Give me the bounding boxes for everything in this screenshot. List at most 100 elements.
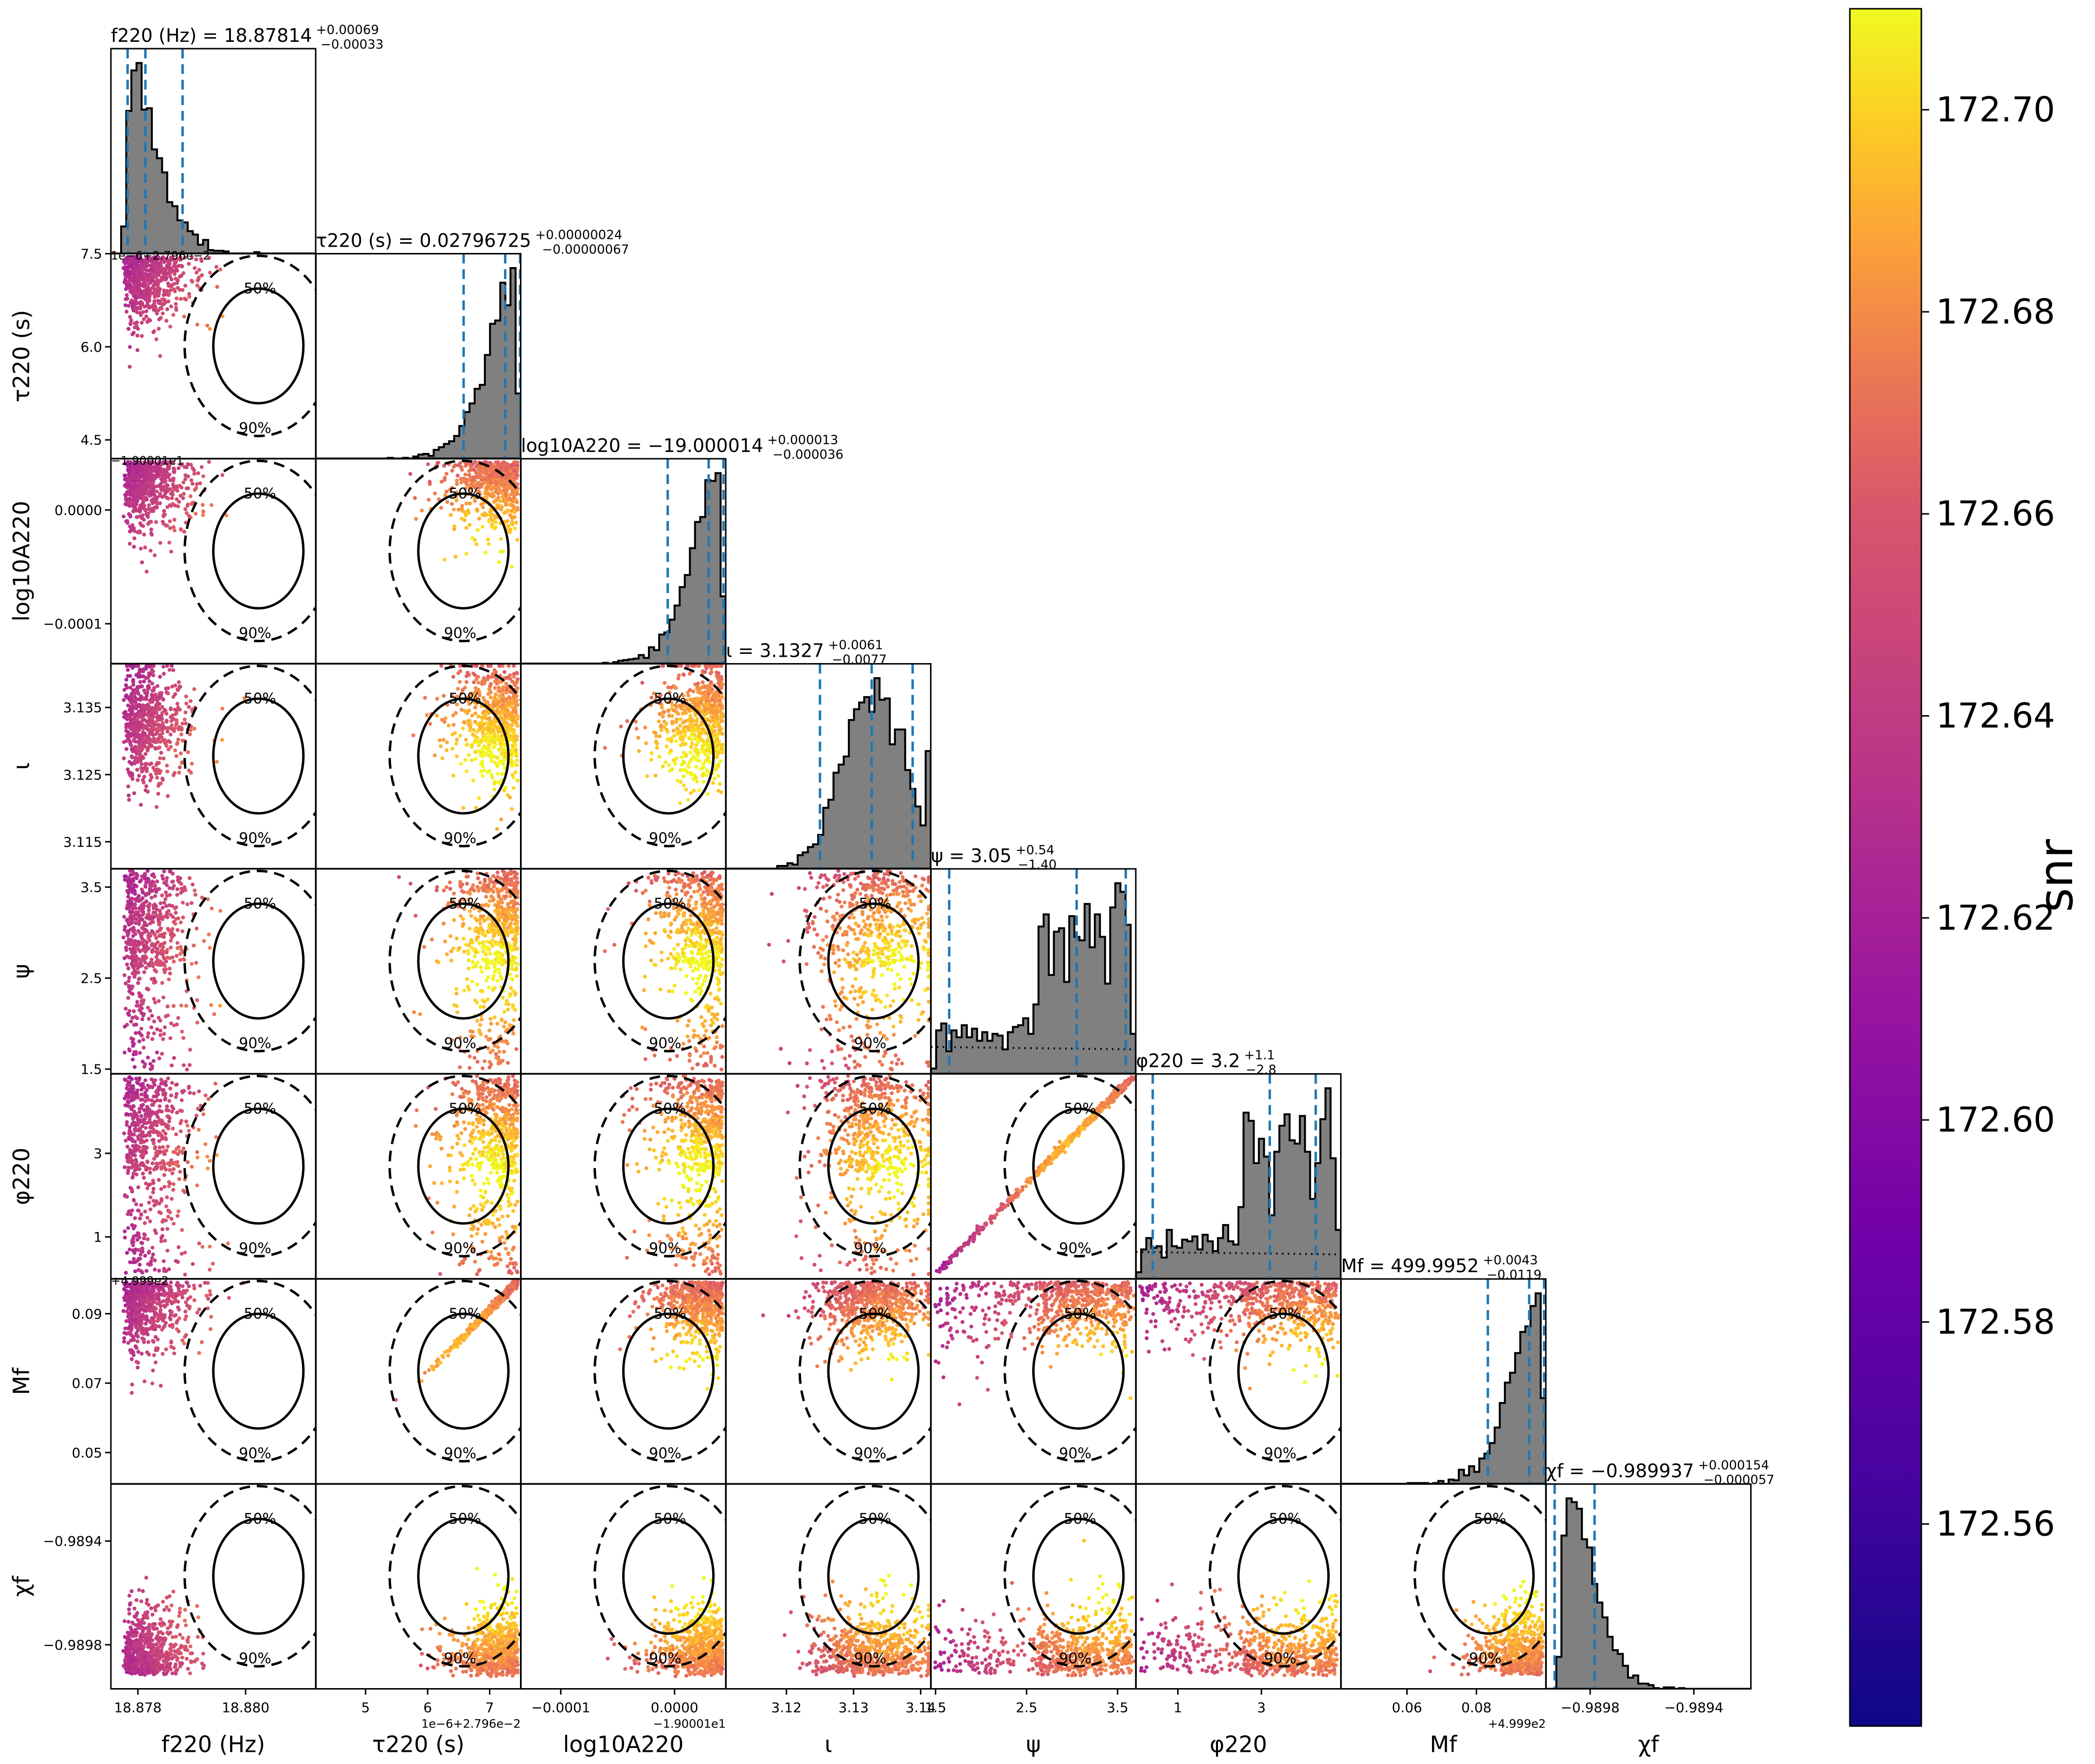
scatter-point <box>150 667 154 672</box>
scatter-point <box>128 289 133 294</box>
scatter-point <box>175 954 179 958</box>
scatter-point <box>439 505 443 510</box>
scatter-point <box>127 512 131 516</box>
scatter-point <box>133 720 137 725</box>
scatter-point <box>176 916 180 920</box>
scatter-point <box>138 976 142 981</box>
scatter-point <box>435 697 439 701</box>
scatter-point <box>704 699 709 703</box>
scatter-point <box>501 751 505 756</box>
scatter-point <box>125 903 130 907</box>
scatter-point <box>492 475 497 479</box>
scatter-point <box>717 723 721 728</box>
scatter-point <box>505 933 510 937</box>
scatter-point <box>699 701 703 705</box>
scatter-point <box>152 1031 156 1036</box>
scatter-point <box>180 761 184 765</box>
scatter-point <box>133 749 137 754</box>
scatter-point <box>131 934 135 938</box>
scatter-point <box>143 920 147 924</box>
scatter-point <box>486 537 490 541</box>
scatter-point <box>126 784 130 789</box>
scatter-point <box>513 490 517 495</box>
scatter-point <box>170 489 175 493</box>
scatter-point <box>157 782 161 786</box>
scatter-point <box>718 709 722 714</box>
scatter-point <box>148 664 153 668</box>
scatter-point <box>470 713 474 718</box>
scatter-point <box>170 935 174 939</box>
scatter-point <box>480 970 484 974</box>
scatter-point <box>484 889 488 894</box>
scatter-point <box>194 511 198 516</box>
scatter-point <box>459 477 463 481</box>
scatter-point <box>480 715 484 720</box>
scatter-point <box>690 719 694 723</box>
scatter-point <box>153 910 158 915</box>
scatter-point <box>515 901 519 906</box>
scatter-point <box>710 687 715 691</box>
scatter-point <box>143 691 147 695</box>
scatter-point <box>509 514 514 519</box>
scatter-point <box>193 888 197 893</box>
scatter-point <box>452 891 456 896</box>
scatter-point <box>136 278 141 282</box>
scatter-point <box>686 664 690 668</box>
scatter-point <box>200 896 204 900</box>
scatter-point <box>462 720 466 724</box>
scatter-point <box>481 944 485 949</box>
scatter-point <box>695 757 699 762</box>
scatter-point <box>153 883 157 888</box>
scatter-point <box>137 1030 142 1035</box>
scatter-point <box>194 270 198 275</box>
scatter-point <box>452 524 456 528</box>
scatter-point <box>141 756 145 760</box>
scatter-point <box>163 897 168 901</box>
scatter-point <box>478 724 482 729</box>
scatter-point <box>140 321 144 325</box>
scatter-point <box>455 702 459 707</box>
scatter-point <box>130 971 135 975</box>
scatter-point <box>505 1027 509 1032</box>
scatter-point <box>127 985 131 990</box>
scatter-point <box>124 303 128 307</box>
scatter-point <box>178 258 182 262</box>
scatter-point <box>180 264 184 269</box>
scatter-point <box>143 950 147 954</box>
scatter-point <box>189 728 193 732</box>
scatter-point <box>173 289 177 293</box>
scatter-point <box>191 882 195 887</box>
scatter-point <box>515 538 519 542</box>
scatter-point <box>512 675 516 679</box>
scatter-point <box>468 475 473 480</box>
scatter-point <box>675 726 680 731</box>
scatter-point <box>145 987 149 991</box>
scatter-point <box>182 885 187 889</box>
scatter-point <box>139 694 143 699</box>
scatter-point <box>645 774 649 778</box>
scatter-point <box>719 696 723 700</box>
scatter-point <box>158 354 162 358</box>
scatter-point <box>144 666 148 670</box>
scatter-point <box>188 699 193 703</box>
scatter-point <box>133 911 137 915</box>
scatter-point <box>657 755 662 759</box>
scatter-point <box>501 701 505 705</box>
scatter-point <box>488 940 492 945</box>
scatter-point <box>696 681 700 685</box>
scatter-point <box>154 705 159 710</box>
scatter-point <box>169 1021 173 1026</box>
scatter-point <box>145 869 150 873</box>
scatter-point <box>149 896 154 900</box>
scatter-point <box>126 929 131 933</box>
scatter-point <box>145 300 150 305</box>
scatter-point <box>159 487 163 491</box>
scatter-point <box>152 720 157 725</box>
scatter-point <box>187 292 191 296</box>
scatter-point <box>132 1009 136 1013</box>
scatter-point <box>165 729 170 734</box>
scatter-point <box>662 725 666 729</box>
scatter-point <box>679 780 683 784</box>
scatter-point <box>198 481 202 486</box>
scatter-point <box>701 779 706 784</box>
